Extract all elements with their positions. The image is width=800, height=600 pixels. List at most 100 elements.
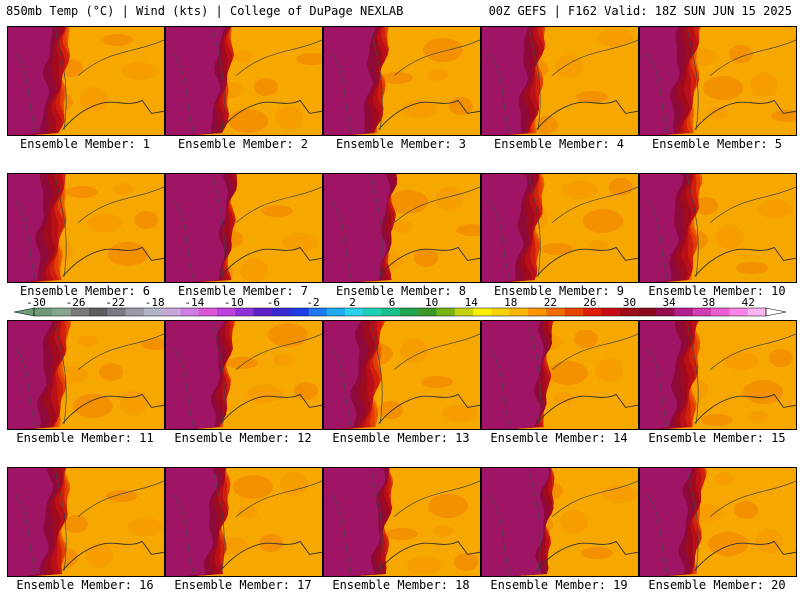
colorbar-segment: [198, 308, 218, 316]
member-label: Ensemble Member: 18: [332, 578, 470, 592]
colorbar-segment: [454, 308, 474, 316]
colorbar-segment: [88, 308, 108, 316]
colorbar-segment: [70, 308, 90, 316]
colorbar-segment: [674, 308, 694, 316]
ensemble-member-map: [639, 26, 797, 136]
member-label: Ensemble Member: 6: [19, 284, 151, 298]
colorbar-tick-label: -26: [66, 296, 86, 309]
member-label: Ensemble Member: 3: [335, 137, 467, 151]
ensemble-member-map: [639, 467, 797, 577]
temperature-field: [640, 321, 796, 429]
ensemble-member-map: [481, 26, 639, 136]
colorbar-segment: [125, 308, 145, 316]
colorbar-tick-label: 14: [465, 296, 479, 309]
temperature-field: [324, 27, 480, 135]
colorbar-segment: [253, 308, 273, 316]
colorbar-segment: [52, 308, 71, 316]
temperature-band: [8, 174, 44, 282]
colorbar-segment: [711, 308, 730, 316]
colorbar-segment: [564, 308, 584, 316]
ensemble-member-map: [165, 26, 323, 136]
colorbar-segment: [546, 308, 565, 316]
temperature-band: [482, 468, 550, 576]
temperature-band: [166, 27, 224, 135]
ensemble-member-map: [639, 320, 797, 430]
colorbar-tick-label: 30: [623, 296, 636, 309]
member-label: Ensemble Member: 2: [177, 137, 309, 151]
ensemble-member-map: [165, 173, 323, 283]
temperature-field: [8, 321, 164, 429]
ensemble-member-map: [323, 173, 481, 283]
colorbar-segment: [345, 308, 364, 316]
member-label: Ensemble Member: 11: [16, 431, 154, 445]
coastline: [694, 393, 796, 424]
coastline: [536, 393, 638, 424]
temperature-band: [482, 321, 544, 429]
state-border: [15, 174, 164, 282]
member-label: Ensemble Member: 20: [648, 578, 786, 592]
temperature-field: [482, 321, 638, 429]
colorbar-max-arrow: [765, 307, 787, 317]
coastline: [536, 246, 638, 277]
colorbar-segment: [217, 308, 236, 316]
chart-title: 850mb Temp (°C) | Wind (kts) | College o…: [6, 4, 404, 18]
state-border: [647, 174, 796, 282]
coastline: [62, 540, 164, 571]
coastline: [62, 99, 164, 130]
member-label: Ensemble Member: 10: [648, 284, 786, 298]
state-border: [331, 27, 480, 135]
colorbar-segment: [418, 308, 437, 316]
colorbar-tick-label: 38: [702, 296, 715, 309]
state-border: [15, 321, 164, 429]
temperature-band: [8, 321, 52, 429]
state-border: [15, 27, 164, 135]
coastline: [378, 393, 480, 424]
state-border: [489, 468, 638, 576]
state-border: [647, 321, 796, 429]
colorbar-segment: [473, 308, 492, 316]
colorbar-segment: [34, 308, 53, 316]
colorbar: -30 -26 -22 -18 -14 -10 -6 -2 2 6 10 14 18 22 26 30 34 38…: [0, 296, 800, 324]
temperature-field: [166, 174, 322, 282]
colorbar-segment: [290, 308, 309, 316]
temperature-band: [640, 321, 682, 429]
temperature-field: [8, 27, 164, 135]
member-label: Ensemble Member: 19: [490, 578, 628, 592]
temperature-field: [482, 174, 638, 282]
colorbar-graphic: -30 -26 -22 -18 -14 -10 -6 -2 2 6 10 14 18 22 26 30 34 38…: [13, 296, 787, 317]
member-label: Ensemble Member: 15: [648, 431, 786, 445]
temperature-field: [166, 468, 322, 576]
coastline: [220, 99, 322, 130]
colorbar-tick-label: -30: [26, 296, 46, 309]
ensemble-member-map: [639, 173, 797, 283]
temperature-band: [166, 321, 225, 429]
colorbar-segment: [491, 308, 511, 316]
ensemble-member-map: [323, 26, 481, 136]
member-label: Ensemble Member: 4: [493, 137, 625, 151]
state-border: [173, 27, 322, 135]
colorbar-segment: [436, 308, 456, 316]
temperature-band: [640, 174, 684, 282]
colorbar-tick-label: -2: [306, 296, 319, 309]
colorbar-tick-label: 42: [742, 296, 755, 309]
member-label: Ensemble Member: 5: [651, 137, 783, 151]
colorbar-tick-label: -14: [184, 296, 204, 309]
temperature-field: [640, 174, 796, 282]
ensemble-member-map: [165, 320, 323, 430]
ensemble-member-map: [7, 467, 165, 577]
member-label: Ensemble Member: 1: [19, 137, 151, 151]
temperature-field: [8, 174, 164, 282]
colorbar-tick-label: -22: [105, 296, 125, 309]
colorbar-segment: [528, 308, 547, 316]
temperature-field: [640, 468, 796, 576]
state-border: [489, 27, 638, 135]
ensemble-member-map: [323, 467, 481, 577]
ensemble-member-map: [481, 320, 639, 430]
state-border: [489, 321, 638, 429]
temperature-field: [640, 27, 796, 135]
state-border: [173, 468, 322, 576]
colorbar-segment: [162, 308, 181, 316]
temperature-band: [640, 27, 680, 135]
temperature-band: [8, 27, 53, 135]
coastline: [536, 99, 638, 130]
